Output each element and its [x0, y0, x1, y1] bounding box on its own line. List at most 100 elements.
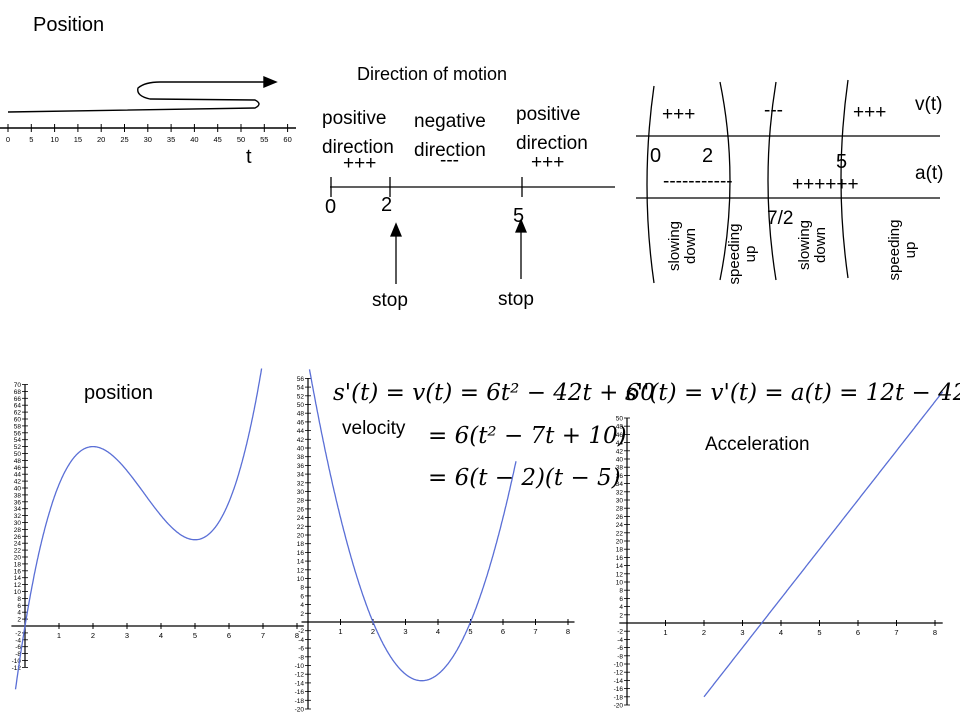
y-tick-label: -12 — [12, 665, 22, 672]
y-tick-label: 46 — [14, 465, 22, 472]
y-tick-label: 28 — [616, 506, 624, 513]
y-tick-label: -20 — [295, 707, 305, 714]
region-bracket-1 — [646, 85, 655, 284]
y-tick-label: 54 — [297, 385, 305, 392]
direction-sign-1: +++ — [343, 153, 377, 174]
motion-path — [7, 81, 268, 113]
y-tick-label: 18 — [14, 561, 22, 568]
y-tick-label: 26 — [14, 534, 22, 541]
position-tick-label: 45 — [214, 135, 222, 144]
x-tick-label: 8 — [933, 628, 937, 637]
y-tick-label: 28 — [14, 527, 22, 534]
y-tick-label: 14 — [616, 563, 624, 570]
y-tick-label: 14 — [14, 575, 22, 582]
sign-point-2: 2 — [702, 145, 714, 167]
y-tick-label: 42 — [14, 479, 22, 486]
x-tick-label: 5 — [193, 631, 197, 640]
x-tick-label: 1 — [663, 628, 667, 637]
y-tick-label: 12 — [616, 571, 624, 578]
y-tick-label: 28 — [297, 498, 305, 505]
direction-point-5: 5 — [513, 205, 525, 227]
x-tick-label: 8 — [566, 627, 570, 636]
y-tick-label: 30 — [14, 520, 22, 527]
y-tick-label: 36 — [14, 499, 22, 506]
y-tick-label: 40 — [297, 446, 305, 453]
y-tick-label: -6 — [617, 645, 623, 652]
y-tick-label: 50 — [297, 402, 305, 409]
x-tick-label: 3 — [740, 628, 744, 637]
position-tick-label: 50 — [237, 135, 245, 144]
y-tick-label: 12 — [297, 567, 305, 574]
y-tick-label: 64 — [14, 403, 22, 410]
y-tick-label: 4 — [17, 610, 21, 617]
y-tick-label: -6 — [298, 646, 304, 653]
y-tick-label: -2 — [298, 628, 304, 635]
y-tick-label: -4 — [617, 637, 623, 644]
y-tick-label: 14 — [297, 559, 305, 566]
y-tick-label: 22 — [14, 548, 22, 555]
y-tick-label: 68 — [14, 389, 22, 396]
y-tick-label: -8 — [15, 651, 21, 658]
y-tick-label: 40 — [616, 457, 624, 464]
position-tick-label: 20 — [97, 135, 105, 144]
y-tick-label: -10 — [614, 662, 624, 669]
y-tick-label: 30 — [616, 498, 624, 505]
y-tick-label: 6 — [619, 596, 623, 603]
y-tick-label: 50 — [14, 451, 22, 458]
x-tick-label: 7 — [894, 628, 898, 637]
y-tick-label: 36 — [616, 473, 624, 480]
y-tick-label: 2 — [17, 617, 21, 624]
y-tick-label: 38 — [616, 465, 624, 472]
position-title: Position — [33, 14, 105, 36]
position-tick-label: 40 — [190, 135, 198, 144]
x-tick-label: 7 — [533, 627, 537, 636]
y-tick-label: -2 — [15, 630, 21, 637]
v-sign-3: +++ — [853, 102, 887, 123]
y-tick-label: 24 — [14, 541, 22, 548]
direction-title: Direction of motion — [357, 64, 508, 84]
graph-panel-3: 1 2 3 4 5 6 7 8-20-18-16-14-12-10-8-6-4-2246810… — [614, 391, 944, 710]
y-tick-label: 46 — [616, 432, 624, 439]
y-tick-label: 60 — [14, 417, 22, 424]
velocity-graph-label: velocity — [342, 418, 406, 439]
y-tick-label: 32 — [616, 489, 624, 496]
y-tick-label: 4 — [300, 602, 304, 609]
y-tick-label: 38 — [297, 454, 305, 461]
v-sign-1: +++ — [662, 104, 696, 125]
x-tick-label: 2 — [91, 631, 95, 640]
position-tick-label: 60 — [283, 135, 291, 144]
y-tick-label: 10 — [616, 580, 624, 587]
y-tick-label: -10 — [12, 658, 22, 665]
y-tick-label: 8 — [619, 588, 623, 595]
y-tick-label: 34 — [14, 506, 22, 513]
y-tick-label: 36 — [297, 463, 305, 470]
position-tick-label: 15 — [74, 135, 82, 144]
y-tick-label: 48 — [616, 424, 624, 431]
a-label: a(t) — [915, 163, 944, 184]
y-tick-label: 30 — [297, 489, 305, 496]
y-tick-label: 56 — [297, 376, 305, 383]
y-tick-label: 2 — [619, 612, 623, 619]
v-sign-2: --- — [764, 100, 783, 121]
position-tick-label: 10 — [50, 135, 58, 144]
x-tick-label: 1 — [338, 627, 342, 636]
a-sign-2: ++++++ — [792, 174, 859, 195]
y-tick-label: -8 — [617, 653, 623, 660]
y-tick-label: -4 — [15, 637, 21, 644]
y-tick-label: 12 — [14, 582, 22, 589]
y-tick-label: 24 — [616, 522, 624, 529]
y-tick-label: 32 — [297, 480, 305, 487]
v-label: v(t) — [915, 94, 943, 115]
velocity-equation-line-1: s'(t) = v(t) = 6t² − 42t + 60 — [333, 380, 655, 406]
y-tick-label: -14 — [614, 678, 624, 685]
curve-Acceleration — [703, 391, 944, 698]
x-tick-label: 2 — [702, 628, 706, 637]
position-tick-label: 25 — [120, 135, 128, 144]
x-tick-label: 5 — [817, 628, 821, 637]
y-tick-label: 44 — [297, 428, 305, 435]
y-tick-label: 24 — [297, 515, 305, 522]
y-tick-label: 48 — [297, 411, 305, 418]
